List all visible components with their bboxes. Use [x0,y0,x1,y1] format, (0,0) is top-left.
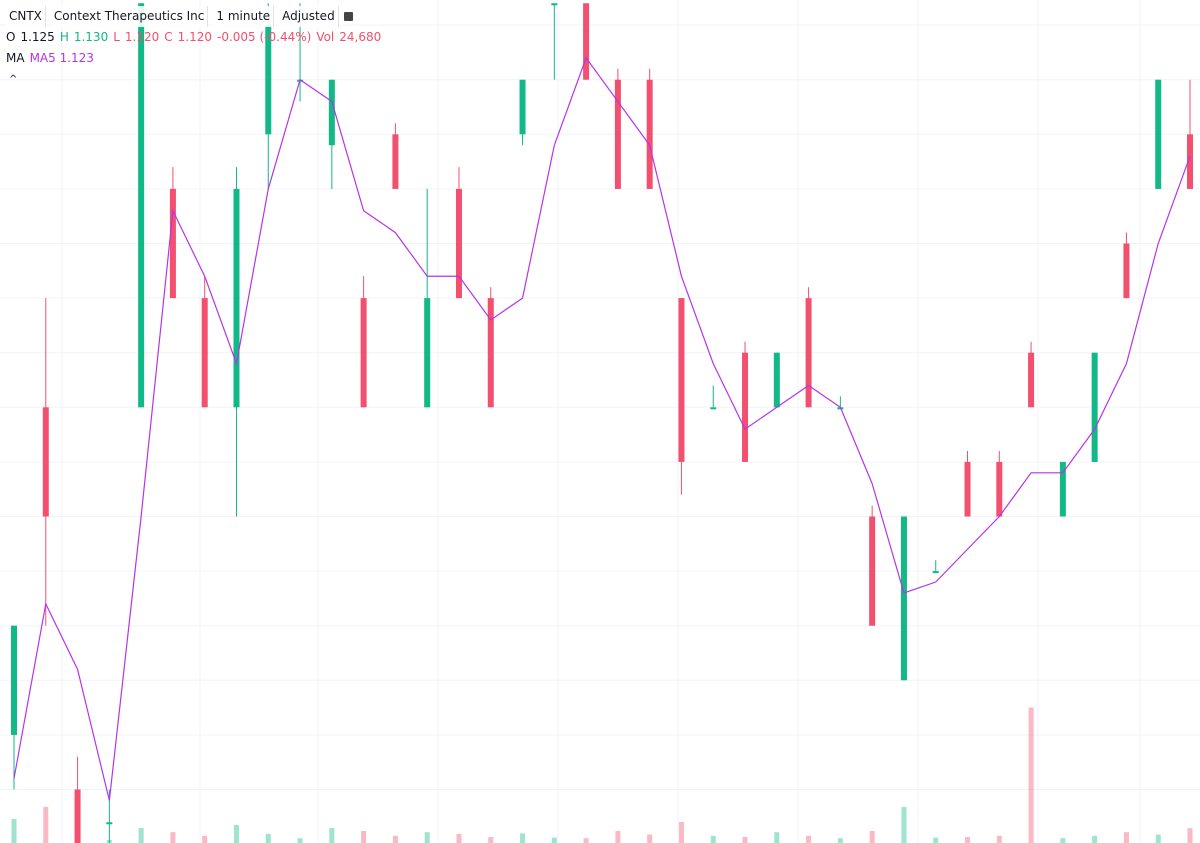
volume-bar [615,830,621,843]
candle-body [964,461,971,517]
symbol-row: CNTX Context Therapeutics Inc 1 minute A… [6,6,381,27]
company: Context Therapeutics Inc [50,6,209,27]
volume-bar [1092,835,1098,843]
volume-bar [1028,707,1034,843]
ma-row: MA MA5 1.123 [6,48,381,69]
volume-bar [329,827,335,843]
volume-bar [1123,832,1129,843]
candle-body [1091,352,1098,462]
candle-body [646,79,653,189]
candle-body [519,79,526,135]
candle-body [265,25,272,135]
volume-bar [774,832,780,843]
candle-body [932,571,939,574]
collapse-row: ^ [6,69,381,90]
volume-bar [265,833,271,843]
volume-bar [933,837,939,843]
candle-body [328,79,335,146]
candle-body [455,188,462,299]
l-label: L [113,30,120,44]
candle-body [773,352,780,408]
candle-body [1028,352,1035,408]
change: -0.005 (-0.44%) [217,30,312,44]
volume-bar [1187,828,1193,843]
ma-value: MA5 1.123 [29,51,94,65]
symbol[interactable]: CNTX [6,6,46,27]
candle-body [583,3,590,80]
candle-body [900,516,907,681]
candle-body [678,298,685,462]
adjustment[interactable]: Adjusted [279,6,339,27]
h-label: H [59,30,69,44]
ma-line [13,56,1191,801]
candle-body [201,298,208,408]
volume-bar [710,835,716,843]
volume-bar [1155,834,1161,843]
vol-value: 24,680 [339,30,382,44]
candle-body [74,789,81,843]
volume-bar [424,832,430,843]
volume-bar [138,827,144,843]
candle-body [106,822,113,825]
candle-body [360,298,367,408]
volume-bar [11,818,17,843]
o-value: 1.125 [20,30,55,44]
candle-body [392,134,399,189]
candle-body [1155,79,1162,189]
volume-bar [361,830,367,843]
volume-bar [965,836,971,843]
volume-bar [456,833,462,843]
candle-body [138,3,145,408]
candle-body [710,407,717,410]
candle-body [1187,134,1193,189]
volume-bar [996,835,1002,843]
c-label: C [164,30,173,44]
volume-bar [488,836,494,843]
candle-body [233,188,240,408]
interval[interactable]: 1 minute [213,6,275,27]
volume-bar [901,806,907,843]
candle-body [169,188,176,299]
candle-body [42,407,49,517]
c-value: 1.120 [177,30,212,44]
candle-body [996,461,1003,517]
vol-label: Vol [316,30,335,44]
candle-body [551,3,558,6]
candle-body [11,625,17,735]
ma-label: MA [6,51,25,65]
legend: CNTX Context Therapeutics Inc 1 minute A… [6,6,381,90]
ohlc-row: O 1.125 H 1.130 L 1.120 C 1.120 -0.005 (… [6,27,381,48]
collapse[interactable]: ^ [9,74,18,85]
volume-bar [678,821,684,843]
volume-bar [43,806,49,843]
volume-bar [647,834,653,843]
volume-bar [297,838,303,843]
volume-bar [869,830,875,843]
volume-bar [837,838,843,843]
volume-bar [583,838,589,843]
candle-body [1123,243,1130,299]
volume-bar [806,835,812,843]
candle-body [1059,461,1066,517]
volume-bar [170,832,176,843]
menu-icon[interactable] [343,12,353,21]
volume-bar [392,835,398,843]
o-label: O [6,30,16,44]
volume-bar [202,835,208,843]
volume-bar [520,833,526,843]
volume-bar [233,824,239,843]
l-value: 1.120 [124,30,160,44]
h-value: 1.130 [73,30,109,44]
volume-bar [742,836,748,843]
candle-body [742,352,749,462]
candle-body [614,79,621,189]
volume-bar [1060,838,1066,843]
candle-body [869,516,876,626]
volume-bar [551,837,557,843]
candle-body [424,298,431,408]
candle-body [805,298,812,408]
candle-body [487,298,494,408]
